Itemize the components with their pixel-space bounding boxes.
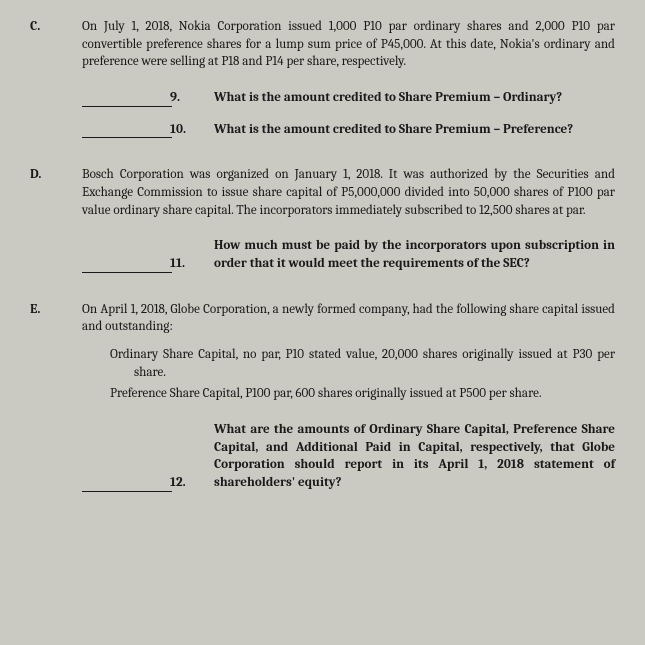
section-paragraph: On July 1, 2018, Nokia Corporation issue…	[82, 18, 615, 71]
section-letter: E.	[30, 301, 82, 492]
question-number: 11.	[170, 255, 198, 273]
blank-underline-wrap: 10.	[82, 121, 214, 139]
blank-underline-wrap: 9.	[82, 89, 214, 107]
section-letter: D.	[30, 166, 82, 272]
question-number: 10.	[170, 121, 198, 139]
list-item: Preference Share Capital, P100 par, 600 …	[110, 385, 615, 403]
answer-blank[interactable]	[82, 258, 172, 273]
section-body: Bosch Corporation was organized on Janua…	[82, 166, 615, 272]
question-row: 9. What is the amount credited to Share …	[82, 89, 615, 107]
blank-underline-wrap: 12.	[82, 421, 214, 492]
page: C. On July 1, 2018, Nokia Corporation is…	[0, 0, 645, 512]
section-e: E. On April 1, 2018, Globe Corporation, …	[30, 301, 615, 492]
section-letter: C.	[30, 18, 82, 138]
answer-blank[interactable]	[82, 92, 172, 107]
section-paragraph: On April 1, 2018, Globe Corporation, a n…	[82, 301, 615, 336]
answer-blank[interactable]	[82, 123, 172, 138]
blank-underline-wrap: 11.	[82, 237, 214, 272]
section-c: C. On July 1, 2018, Nokia Corporation is…	[30, 18, 615, 138]
answer-blank[interactable]	[82, 477, 172, 492]
question-row: 10. What is the amount credited to Share…	[82, 121, 615, 139]
list-item: Ordinary Share Capital, no par, P10 stat…	[110, 346, 615, 381]
section-d: D. Bosch Corporation was organized on Ja…	[30, 166, 615, 272]
question-number: 12.	[170, 474, 198, 492]
question-text: What are the amounts of Ordinary Share C…	[214, 421, 615, 492]
question-text: How much must be paid by the incorporato…	[214, 237, 615, 272]
question-number: 9.	[170, 89, 198, 107]
question-text: What is the amount credited to Share Pre…	[214, 89, 615, 107]
section-body: On April 1, 2018, Globe Corporation, a n…	[82, 301, 615, 492]
question-row: 12. What are the amounts of Ordinary Sha…	[82, 421, 615, 492]
section-paragraph: Bosch Corporation was organized on Janua…	[82, 166, 615, 219]
question-text: What is the amount credited to Share Pre…	[214, 121, 615, 139]
question-row: 11. How much must be paid by the incorpo…	[82, 237, 615, 272]
sub-list: Ordinary Share Capital, no par, P10 stat…	[110, 346, 615, 403]
section-body: On July 1, 2018, Nokia Corporation issue…	[82, 18, 615, 138]
